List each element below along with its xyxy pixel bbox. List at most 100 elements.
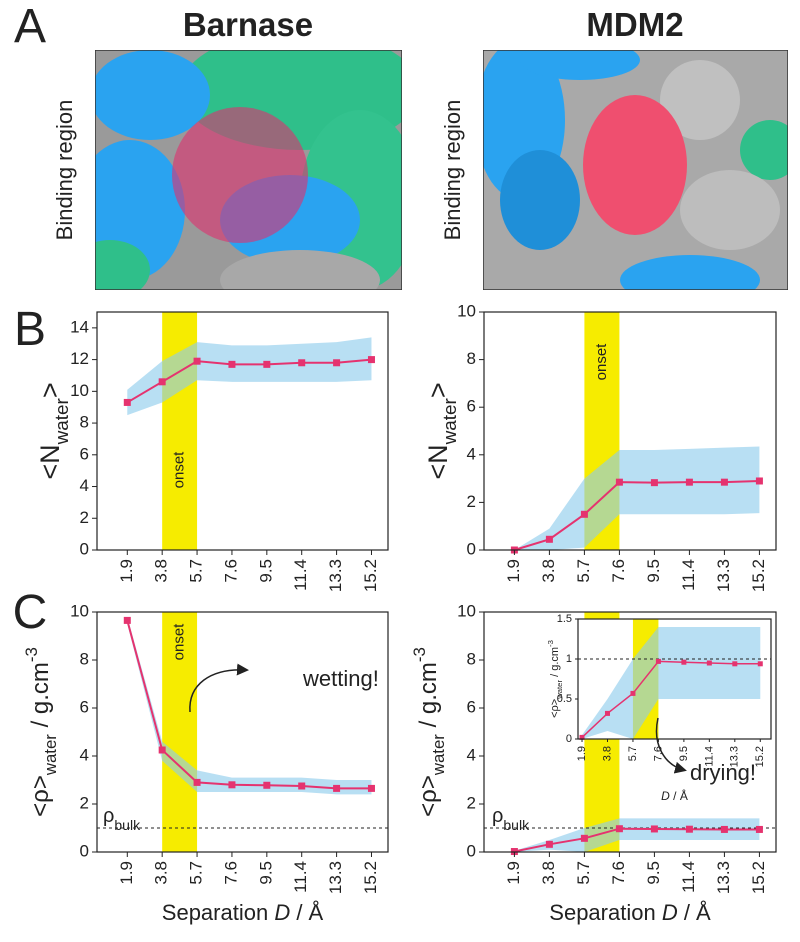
y-tick-label: 10 (457, 301, 476, 320)
y-tick-label: 2 (80, 793, 89, 812)
y-tick-label: 0 (80, 841, 89, 860)
y-tick-label: 8 (467, 349, 476, 368)
plot-frame (96, 311, 389, 551)
y-tick-label: 1.5 (557, 613, 572, 625)
label-part: ρ (103, 805, 114, 827)
x-tick-label: 7.6 (609, 559, 628, 583)
data-line (514, 479, 760, 551)
plot-frame (96, 611, 389, 853)
x-tick-label: 1.9 (117, 861, 136, 885)
y-tick-label: 0.5 (557, 693, 572, 705)
data-marker (298, 359, 306, 367)
label-part: D (661, 789, 670, 803)
y-tick-label: 12 (70, 349, 89, 368)
x-tick-label: 15.2 (749, 861, 768, 894)
y-tick-label: 2 (80, 508, 89, 527)
error-band (514, 446, 760, 550)
data-marker (685, 825, 693, 833)
label-part: ρ (492, 805, 503, 827)
y-axis-label: <ρ>water / g.cm-3 (22, 647, 60, 817)
x-tick-label: 3.8 (539, 861, 558, 885)
data-marker (228, 360, 236, 368)
x-tick-label: 15.2 (749, 559, 768, 592)
barnase-image (95, 50, 402, 290)
onset-label: onset (593, 343, 610, 381)
label-part: bulk (114, 817, 141, 833)
annotation: wetting! (302, 666, 379, 691)
chart: 0 0.5 1 1.5 1.9 3.8 5.7 7.6 9.5 11.4 13.3 15.2 <ρ>wa… (546, 613, 772, 803)
x-tick-label: 1.9 (117, 559, 136, 583)
y-tick-label: 2 (467, 793, 476, 812)
chart: onset 0 2 4 6 8 10 1.9 3.8 5.7 7.6 9.5 11.4 13.3 15.2 <… (423, 301, 777, 592)
panel-letter: C (13, 586, 48, 639)
label-part: -3 (410, 647, 429, 662)
label-part: <ρ> (415, 775, 442, 817)
label-part: <ρ> (549, 699, 561, 718)
data-marker (580, 510, 588, 518)
plot-frame (483, 611, 777, 853)
y-axis-label: <ρ>water / g.cm-3 (410, 647, 448, 817)
x-tick-label: 7.6 (221, 559, 240, 583)
y-axis-label: <ρ>water / g.cm-3 (546, 640, 564, 718)
x-tick-label: 13.3 (729, 746, 741, 767)
label-part: water (440, 398, 461, 445)
data-marker (158, 746, 166, 754)
chart: onset 0 2 4 6 8 10 12 14 1.9 3.8 5.7 7.6 9.5 11.4 13.3 1… (35, 311, 389, 592)
x-tick-label: 3.8 (601, 746, 613, 761)
x-tick-label: 1.9 (576, 746, 588, 761)
annotation-arrow (189, 663, 249, 713)
y-tick-label: 10 (70, 381, 89, 400)
x-tick-label: 5.7 (187, 559, 206, 583)
panel-letter: B (14, 303, 46, 356)
data-line (514, 827, 760, 853)
onset-label: onset (171, 451, 188, 489)
label-part: / g.cm (549, 647, 561, 680)
data-marker (681, 659, 687, 665)
label-part: D (274, 900, 290, 925)
x-tick-label: 3.8 (152, 861, 171, 885)
x-axis-label: Separation D / Å (162, 900, 324, 925)
y-tick-label: 0 (467, 841, 476, 860)
data-marker (579, 734, 585, 740)
data-marker (333, 784, 341, 792)
data-marker (630, 690, 636, 696)
label-part: water (429, 734, 448, 776)
error-band (582, 627, 761, 739)
y-axis-label: <Nwater> (423, 382, 460, 479)
label-part: water (41, 734, 60, 776)
label-part: Separation (162, 900, 275, 925)
data-marker (604, 710, 610, 716)
data-marker (367, 356, 375, 364)
y-tick-label: 8 (467, 649, 476, 668)
data-marker (706, 660, 712, 666)
label-part: / Å (670, 788, 688, 803)
label-part: / Å (290, 900, 323, 925)
x-tick-label: 11.4 (679, 559, 698, 591)
y-tick-label: 8 (80, 413, 89, 432)
data-marker (193, 357, 201, 365)
chart: ρbulk onset 0 2 4 6 8 10 1.9 3.8 5.7 7.6 9.5 11.4 13.3… (22, 601, 389, 925)
x-tick-label: 11.4 (291, 861, 310, 893)
image-label: Binding region (440, 100, 465, 241)
label-part: <N (35, 444, 65, 479)
x-tick-label: 5.7 (627, 746, 639, 761)
label-part: water (52, 398, 73, 445)
x-tick-label: 15.2 (754, 746, 766, 767)
label-part: > (423, 382, 453, 398)
x-axis-label: Separation D / Å (549, 900, 711, 925)
label-part: <ρ> (27, 775, 54, 817)
x-tick-label: 9.5 (678, 746, 690, 761)
y-tick-label: 1 (566, 653, 572, 665)
data-marker (580, 834, 588, 842)
x-tick-label: 9.5 (644, 559, 663, 583)
y-tick-label: 14 (70, 317, 89, 336)
data-marker (655, 658, 661, 664)
image-label: Binding region (52, 100, 77, 241)
data-marker (545, 840, 553, 848)
x-tick-label: 1.9 (504, 559, 523, 583)
label-part: / g.cm (27, 662, 54, 734)
x-tick-label: 7.6 (609, 861, 628, 885)
image-title: MDM2 (586, 6, 683, 43)
data-marker (755, 825, 763, 833)
